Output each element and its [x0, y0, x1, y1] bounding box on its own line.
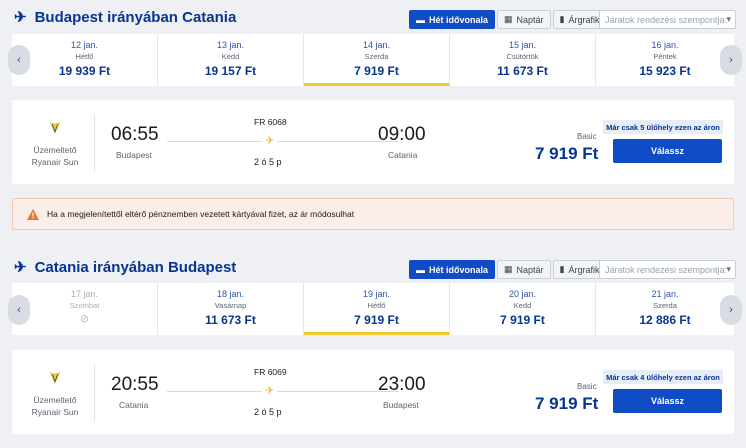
- flight-duration: 2 ó 5 p: [254, 407, 282, 417]
- arrive-city: Budapest: [383, 400, 419, 410]
- seats-left-badge: Már csak 4 ülőhely ezen az áron: [603, 370, 723, 384]
- depart-time: 20:55: [111, 374, 159, 395]
- fare-type: Basic: [577, 382, 597, 391]
- operator-info: Üzemeltető Ryanair Sun: [31, 395, 79, 417]
- plane-takeoff-icon: ✈: [14, 9, 27, 26]
- arrive-time: 09:00: [378, 124, 426, 145]
- plane-icon: ✈: [262, 134, 278, 147]
- inbound-date-strip: 17 jan. Szombat ⊘ 18 jan. Vasárnap 11 67…: [12, 283, 734, 335]
- outbound-date-16[interactable]: 16 jan. Péntek 15 923 Ft: [639, 40, 691, 78]
- inbound-calendar-button[interactable]: ▦ Naptár: [497, 260, 551, 279]
- inbound-sort-select[interactable]: Járatok rendezési szempontja: ▾: [599, 260, 736, 279]
- chevron-down-icon: ▾: [726, 264, 731, 274]
- warning-icon: [27, 208, 39, 220]
- outbound-date-12[interactable]: 12 jan. Hétfő 19 939 Ft: [12, 34, 158, 86]
- no-flights-icon: ⊘: [79, 313, 90, 325]
- arrive-time: 23:00: [378, 374, 426, 395]
- inbound-header: ✈ Catania irányában Budapest ▬ Hét idővon…: [0, 252, 746, 282]
- fare-price: 7 919 Ft: [535, 394, 599, 413]
- inbound-date-19[interactable]: 19 jan. Hétfő 7 919 Ft: [304, 283, 450, 335]
- outbound-calendar-button[interactable]: ▦ Naptár: [497, 10, 551, 29]
- bar-chart-icon: ▮: [559, 14, 565, 24]
- arrive-city: Catania: [388, 150, 418, 160]
- inbound-date-21[interactable]: 21 jan. Szerda 12 886 Ft: [639, 289, 691, 327]
- outbound-date-15[interactable]: 15 jan. Csütörtök 11 673 Ft: [450, 34, 596, 86]
- bar-chart-icon: ▮: [559, 264, 565, 274]
- chevron-right-icon: ›: [729, 54, 733, 66]
- outbound-date-13[interactable]: 13 jan. Kedd 19 157 Ft: [158, 34, 304, 86]
- outbound-week-timeline-button[interactable]: ▬ Hét idővonala: [409, 10, 496, 29]
- outbound-sort-select[interactable]: Járatok rendezési szempontja: ▾: [599, 10, 736, 29]
- outbound-next-week-button[interactable]: ›: [720, 45, 742, 75]
- ryanair-harp-logo-icon: [49, 121, 61, 135]
- currency-warning: Ha a megjelenítettől eltérő pénznemben v…: [12, 198, 734, 230]
- inbound-title: ✈ Catania irányában Budapest: [14, 258, 237, 277]
- inbound-date-20[interactable]: 20 jan. Kedd 7 919 Ft: [450, 283, 596, 335]
- depart-city: Budapest: [116, 150, 152, 160]
- plane-landing-icon: ✈: [14, 259, 27, 276]
- outbound-flight-card[interactable]: Üzemeltető Ryanair Sun 06:55 Budapest FR…: [12, 100, 734, 184]
- outbound-view-buttons: ▬ Hét idővonala ▦ Naptár ▮ Árgrafikon: [409, 10, 619, 29]
- inbound-view-buttons: ▬ Hét idővonala ▦ Naptár ▮ Árgrafikon: [409, 260, 619, 279]
- select-flight-button[interactable]: Válassz: [613, 139, 722, 163]
- inbound-prev-week-button[interactable]: ‹: [8, 295, 30, 325]
- outbound-title: ✈ Budapest irányában Catania: [14, 8, 237, 27]
- divider: [94, 364, 95, 422]
- timeline-icon: ▬: [416, 264, 425, 275]
- fare-price: 7 919 Ft: [535, 144, 599, 163]
- inbound-next-week-button[interactable]: ›: [720, 295, 742, 325]
- outbound-date-14[interactable]: 14 jan. Szerda 7 919 Ft: [304, 34, 450, 86]
- chevron-down-icon: ▾: [726, 14, 731, 24]
- divider: [94, 114, 95, 172]
- inbound-date-17: 17 jan. Szombat ⊘: [12, 283, 158, 335]
- route-line: [167, 141, 399, 142]
- calendar-icon: ▦: [504, 14, 513, 24]
- outbound-header: ✈ Budapest irányában Catania ▬ Hét idővon…: [0, 2, 746, 32]
- flight-number: FR 6068: [254, 117, 287, 127]
- route-line: [167, 391, 399, 392]
- timeline-icon: ▬: [416, 14, 425, 25]
- select-flight-button[interactable]: Válassz: [613, 389, 722, 413]
- calendar-icon: ▦: [504, 264, 513, 274]
- operator-info: Üzemeltető Ryanair Sun: [31, 145, 79, 167]
- depart-time: 06:55: [111, 124, 159, 145]
- ryanair-harp-logo-icon: [49, 371, 61, 385]
- chevron-left-icon: ‹: [17, 304, 21, 316]
- inbound-date-18[interactable]: 18 jan. Vasárnap 11 673 Ft: [158, 283, 304, 335]
- inbound-week-timeline-button[interactable]: ▬ Hét idővonala: [409, 260, 496, 279]
- outbound-prev-week-button[interactable]: ‹: [8, 45, 30, 75]
- outbound-date-strip: 12 jan. Hétfő 19 939 Ft 13 jan. Kedd 19 …: [12, 34, 734, 86]
- chevron-right-icon: ›: [729, 304, 733, 316]
- flight-number: FR 6069: [254, 367, 287, 377]
- fare-type: Basic: [577, 132, 597, 141]
- seats-left-badge: Már csak 5 ülőhely ezen az áron: [603, 120, 723, 134]
- depart-city: Catania: [119, 400, 149, 410]
- flight-duration: 2 ó 5 p: [254, 157, 282, 167]
- plane-icon: ✈: [262, 384, 278, 397]
- inbound-flight-card[interactable]: Üzemeltető Ryanair Sun 20:55 Catania FR …: [12, 350, 734, 434]
- chevron-left-icon: ‹: [17, 54, 21, 66]
